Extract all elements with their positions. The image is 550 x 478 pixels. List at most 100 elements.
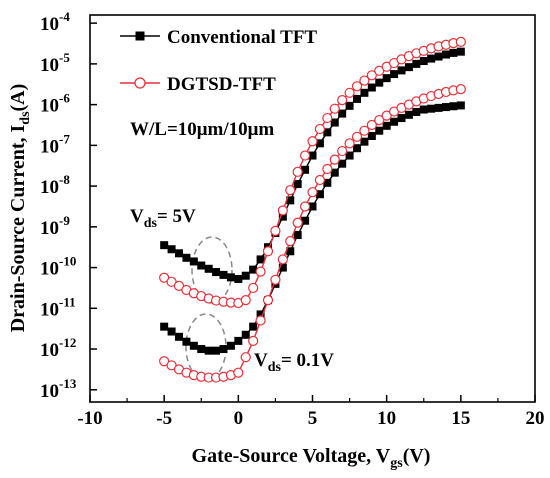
data-point	[412, 107, 421, 116]
y-tick-label: 10-12	[40, 335, 76, 361]
data-point	[397, 66, 406, 75]
data-point	[329, 154, 340, 165]
y-axis-title: Drain-Source Current, Ids(A)	[7, 84, 33, 333]
data-point	[277, 205, 288, 216]
data-point	[344, 138, 355, 149]
wl-annotation: W/L=10μm/10μm	[130, 119, 274, 140]
data-point	[189, 341, 198, 350]
data-point	[455, 84, 466, 95]
data-point	[351, 81, 363, 92]
data-point	[330, 168, 339, 177]
data-point	[160, 241, 169, 250]
data-point	[240, 352, 251, 363]
data-point	[256, 255, 265, 264]
y-tick-label: 10-9	[40, 213, 70, 239]
data-point	[241, 330, 250, 339]
data-point	[301, 165, 310, 174]
data-point	[219, 345, 228, 354]
data-point	[338, 159, 347, 168]
data-point	[390, 117, 399, 126]
data-point	[292, 217, 303, 228]
data-point	[197, 345, 206, 354]
data-point	[427, 54, 436, 63]
data-point	[299, 201, 311, 212]
data-point	[449, 48, 458, 57]
data-point	[167, 245, 176, 254]
data-point	[345, 101, 354, 110]
data-point	[367, 131, 376, 140]
y-tick-label: 10-4	[40, 9, 70, 35]
data-point	[375, 126, 384, 135]
data-point	[175, 332, 183, 341]
data-point	[434, 103, 443, 112]
data-point	[262, 295, 274, 306]
vds-low-annotation: Vds= 0.1V	[254, 350, 334, 375]
data-point	[262, 246, 274, 257]
data-point	[359, 75, 370, 86]
y-tick-label: 10-11	[40, 294, 76, 320]
series-3	[159, 84, 466, 383]
data-point	[270, 274, 281, 285]
data-point	[374, 115, 385, 126]
data-point	[330, 118, 339, 127]
data-point	[212, 346, 221, 355]
data-point	[323, 178, 332, 187]
data-point	[248, 335, 259, 346]
data-point	[434, 52, 443, 61]
data-point	[442, 50, 450, 59]
data-point	[182, 337, 191, 346]
data-point	[189, 257, 198, 266]
y-tick-label: 10-8	[40, 172, 70, 198]
data-point	[455, 36, 466, 47]
data-point	[322, 112, 333, 124]
data-point	[226, 273, 235, 282]
legend-marker-square	[135, 31, 145, 41]
data-point	[427, 104, 436, 113]
y-tick-label: 10-13	[40, 376, 77, 402]
data-point	[249, 322, 258, 331]
data-point	[337, 145, 348, 157]
series-1	[159, 36, 466, 309]
data-point	[299, 150, 311, 161]
series-0	[160, 47, 465, 283]
data-point	[270, 225, 281, 237]
data-point	[412, 59, 421, 68]
data-point	[419, 105, 428, 114]
data-point	[285, 185, 296, 196]
data-point	[277, 254, 288, 265]
data-point	[366, 119, 377, 131]
data-point	[338, 109, 347, 118]
data-point	[456, 47, 465, 56]
data-point	[255, 315, 266, 326]
x-tick-label: -5	[156, 408, 172, 429]
data-point	[442, 103, 450, 112]
data-point	[375, 78, 384, 87]
legend-label-dgtsd: DGTSD-TFT	[167, 74, 276, 95]
data-point	[404, 110, 413, 119]
data-point	[160, 322, 169, 331]
data-point	[360, 88, 369, 97]
data-point	[315, 139, 324, 148]
data-point	[249, 265, 258, 274]
data-point	[367, 83, 376, 92]
data-point	[301, 216, 310, 225]
data-point	[353, 94, 361, 103]
data-point	[308, 151, 317, 160]
data-point	[204, 264, 213, 273]
x-tick-label: 0	[234, 408, 244, 429]
data-point	[182, 253, 191, 262]
data-point	[366, 70, 377, 81]
data-point	[353, 144, 361, 153]
data-point	[286, 196, 295, 205]
legend-label-conventional: Conventional TFT	[167, 27, 317, 48]
data-point	[285, 235, 296, 247]
data-point	[323, 128, 332, 137]
data-point	[286, 247, 295, 256]
data-point	[360, 137, 369, 146]
data-point	[329, 103, 340, 114]
x-axis-title: Gate-Source Voltage, Vgs(V)	[192, 445, 431, 471]
series-layer	[159, 36, 466, 383]
data-point	[382, 74, 391, 83]
x-tick-label: 15	[451, 408, 470, 429]
